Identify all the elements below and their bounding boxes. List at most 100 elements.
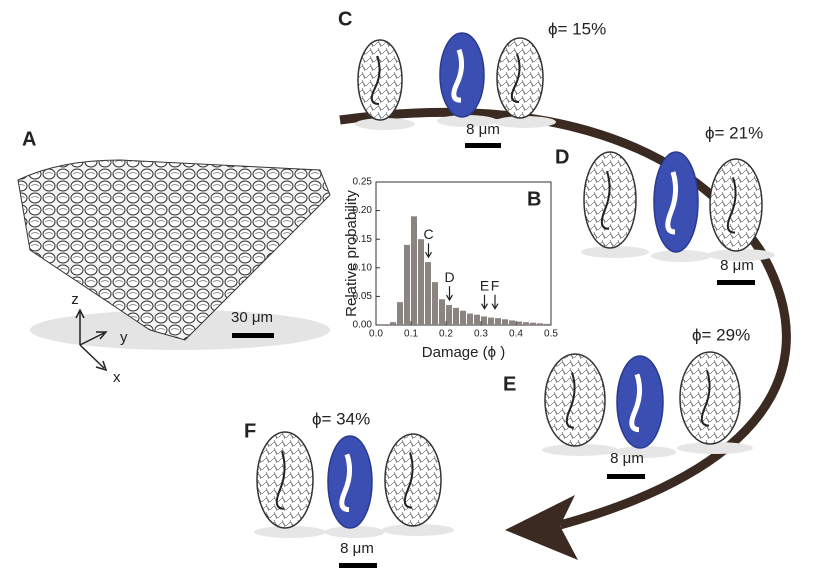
shadow [382, 524, 454, 536]
grain-detail [700, 370, 711, 427]
y-tick-label: 0.10 [353, 262, 373, 273]
panel-label: A [22, 128, 36, 150]
bar [446, 304, 452, 325]
bar [460, 310, 466, 325]
bar [411, 216, 417, 325]
scale-label: 8 μm [610, 450, 644, 467]
shadow [677, 442, 753, 454]
scale-label: 8 μm [340, 540, 374, 557]
shadow [707, 249, 775, 261]
annotation-label: E [480, 277, 489, 293]
y-tick-label: 0.25 [353, 177, 373, 188]
scale-label: 8 μm [466, 121, 500, 138]
y-tick-label: 0.15 [353, 234, 373, 245]
axes-icon [75, 308, 108, 372]
bar [404, 244, 410, 325]
bar [488, 317, 494, 325]
grain [583, 151, 637, 249]
histogram: 0.0 0.1 0.2 0.3 0.4 0.5 0.00 0.05 0.10 0.15 0.20 0.… [343, 177, 558, 361]
arrow-head [505, 495, 578, 560]
crack [339, 453, 353, 513]
x-tick-label: 0.3 [474, 329, 488, 340]
scale-bar [339, 563, 377, 568]
scale-bar [717, 280, 755, 285]
bar [530, 322, 536, 325]
damage-label: ϕ= 15% [548, 19, 606, 38]
shadow [494, 116, 556, 128]
annotation-label: C [423, 226, 433, 242]
shadow [325, 526, 385, 538]
grain-detail [565, 372, 576, 429]
x-tick-label: 0.4 [509, 329, 523, 340]
scale-bar [465, 143, 501, 148]
grain [384, 433, 442, 527]
bar [502, 319, 508, 325]
annotation-label: F [491, 277, 500, 293]
bar [516, 321, 522, 325]
shadow [581, 246, 649, 258]
panel-label: F [244, 420, 256, 442]
annotation-arrow [445, 286, 454, 302]
bar [432, 282, 438, 325]
crack [451, 48, 465, 103]
annotation-arrow [424, 243, 433, 259]
bar [418, 239, 424, 325]
grain [496, 37, 544, 119]
grain [357, 39, 403, 121]
shadow [254, 526, 326, 538]
bar [474, 314, 480, 325]
axis-label: z [71, 291, 79, 308]
crack [665, 171, 679, 235]
y-tick-label: 0.00 [353, 320, 373, 331]
panel-label: B [527, 188, 541, 210]
bar [523, 322, 529, 325]
grain-detail [600, 170, 611, 230]
bar [390, 322, 396, 325]
scale-bar [232, 333, 274, 338]
bar [537, 323, 543, 325]
grain-detail [726, 177, 737, 234]
scale-label: 8 μm [720, 257, 754, 274]
scale-bar [607, 474, 645, 479]
panel-label: C [338, 8, 352, 30]
x-axis-title: Damage (ϕ ) [422, 344, 505, 361]
scale-label: 30 μm [231, 309, 273, 326]
grain-detail [275, 450, 286, 510]
shadow [355, 118, 415, 130]
x-tick-label: 0.2 [439, 329, 453, 340]
grain [544, 353, 606, 447]
axis-label: x [113, 369, 121, 386]
annotation-arrow [480, 294, 489, 310]
bar [453, 307, 459, 325]
y-tick-label: 0.20 [353, 205, 373, 216]
process-arrow [339, 107, 791, 530]
grain-detail [510, 53, 521, 103]
grain-detail [403, 452, 414, 509]
shadow [437, 115, 497, 127]
grain-detail [370, 55, 381, 105]
shadow [651, 250, 711, 262]
annotation-label: D [444, 269, 454, 285]
x-tick-label: 0.5 [544, 329, 558, 340]
bar [425, 262, 431, 325]
damage-label: ϕ= 29% [692, 325, 750, 344]
bar [509, 320, 515, 325]
y-axis-title: Relative probability [343, 190, 360, 317]
bar [495, 318, 501, 325]
sample-rendering [17, 159, 331, 350]
bar [481, 316, 487, 325]
annotation-arrow [491, 294, 499, 310]
grain [679, 351, 741, 445]
grain [256, 431, 314, 529]
bar [397, 302, 403, 325]
shadow [542, 444, 618, 456]
panel-label: E [503, 373, 516, 395]
shadow [614, 446, 676, 458]
bar [544, 323, 550, 325]
bar [439, 299, 445, 325]
bar [467, 313, 473, 325]
crack [629, 373, 643, 433]
axis-label: y [120, 329, 128, 346]
panel-label: D [555, 146, 569, 168]
